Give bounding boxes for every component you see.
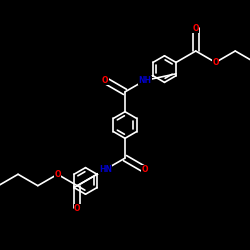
Text: O: O <box>54 170 61 179</box>
Text: O: O <box>74 204 80 213</box>
Text: O: O <box>192 24 199 33</box>
Text: NH: NH <box>138 76 151 85</box>
Text: O: O <box>142 165 148 174</box>
Text: O: O <box>102 76 108 85</box>
Text: HN: HN <box>99 165 112 174</box>
Text: O: O <box>212 58 219 67</box>
